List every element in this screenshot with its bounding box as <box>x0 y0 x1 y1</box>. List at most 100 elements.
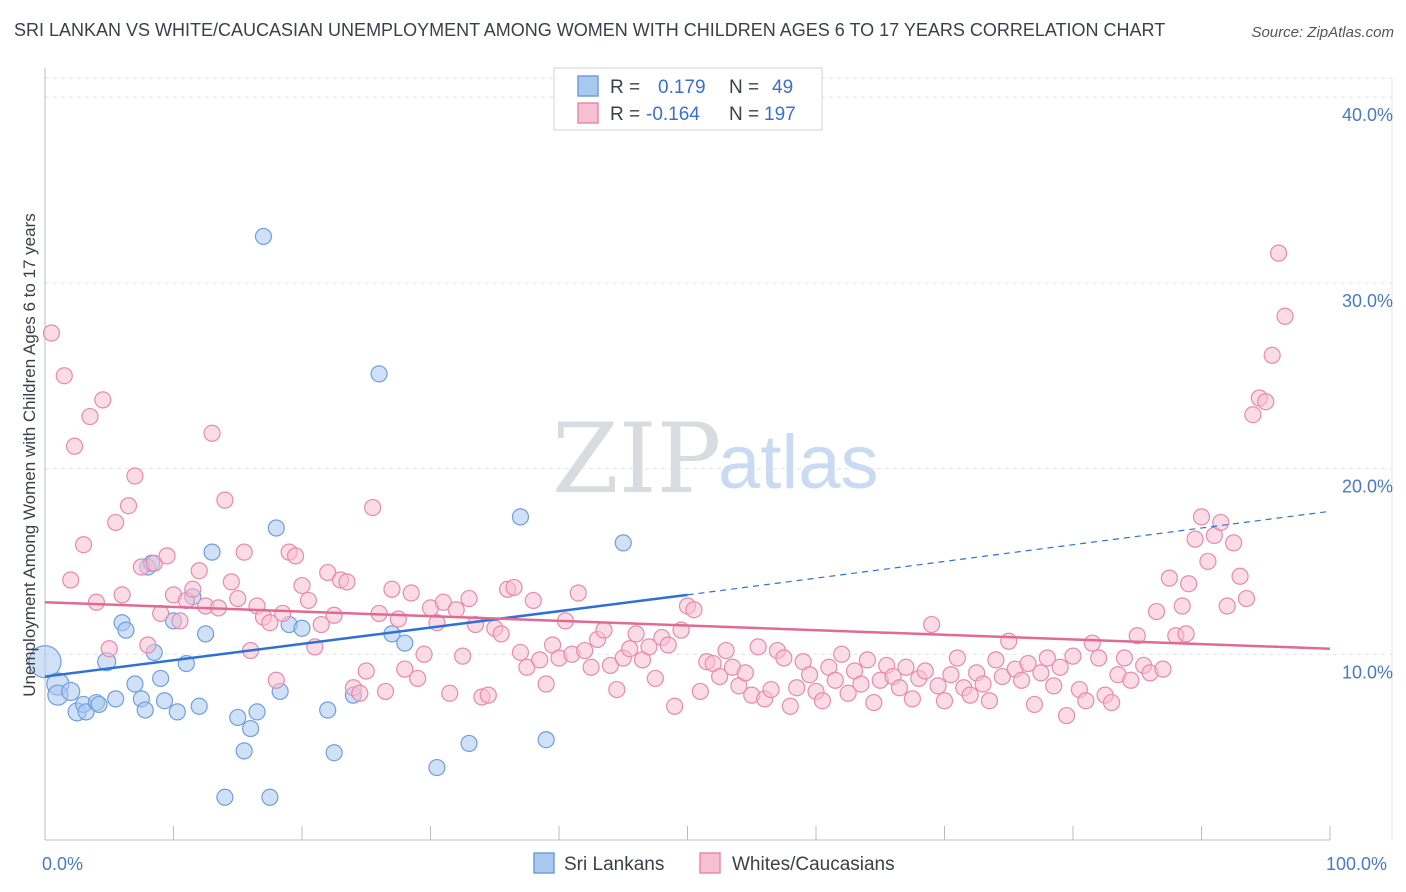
whites-point-191 <box>1276 307 1294 325</box>
whites-point-138 <box>935 692 954 710</box>
whites-point-86 <box>601 656 620 675</box>
whites-point-85 <box>595 621 613 639</box>
whites-point-147 <box>993 667 1011 686</box>
whites-point-3 <box>65 437 84 455</box>
whites-point-177 <box>1186 530 1204 548</box>
whites-point-96 <box>666 697 684 715</box>
whites-point-8 <box>100 640 118 658</box>
whites-point-151 <box>1019 654 1037 673</box>
whites-point-109 <box>749 638 767 656</box>
bottom-legend-swatch-whites <box>699 852 721 874</box>
bottom-legend-label-sri-lankans: Sri Lankans <box>564 854 664 875</box>
whites-point-42 <box>319 563 337 582</box>
whites-point-57 <box>415 645 433 663</box>
whites-point-122 <box>833 645 851 663</box>
sri-lankan-point-10 <box>107 690 125 708</box>
whites-point-1 <box>55 367 73 385</box>
sri-lankan-point-36 <box>254 227 273 246</box>
sri-lankan-point-15 <box>136 701 154 719</box>
whites-point-100 <box>691 682 709 701</box>
whites-point-125 <box>852 675 870 693</box>
whites-point-45 <box>338 573 356 591</box>
whites-point-41 <box>312 615 330 634</box>
sri-lankan-point-32 <box>248 703 266 721</box>
whites-point-158 <box>1064 647 1082 665</box>
whites-point-115 <box>788 679 806 697</box>
whites-point-35 <box>274 604 292 623</box>
whites-point-63 <box>454 647 472 665</box>
y-axis-label: Unemployment Among Women with Children A… <box>20 213 39 697</box>
whites-point-146 <box>987 651 1005 669</box>
whites-point-192 <box>1177 625 1195 643</box>
whites-point-144 <box>974 675 992 693</box>
whites-point-4 <box>74 536 93 554</box>
y-tick-label-20: 20.0% <box>1342 477 1393 497</box>
correlation-legend: R = 0.179 N = 49 R = -0.164 N = 197 <box>553 67 823 131</box>
sri-lankan-point-34 <box>267 519 285 537</box>
whites-point-72 <box>511 643 530 662</box>
whites-point-62 <box>447 601 465 619</box>
whites-point-56 <box>409 669 427 688</box>
whites-point-181 <box>1212 513 1230 532</box>
whites-point-55 <box>402 584 420 602</box>
whites-point-19 <box>171 612 189 630</box>
whites-point-145 <box>980 692 999 710</box>
whites-point-127 <box>865 693 883 712</box>
whites-point-54 <box>396 660 414 678</box>
whites-point-34 <box>267 671 285 689</box>
whites-point-155 <box>1045 677 1063 695</box>
bottom-legend-label-whites: Whites/Caucasians <box>732 854 895 875</box>
whites-point-161 <box>1083 634 1101 652</box>
sri-lankan-point-48 <box>537 731 555 749</box>
whites-point-176 <box>1180 575 1198 593</box>
whites-point-49 <box>364 498 382 517</box>
whites-point-0 <box>42 324 61 342</box>
whites-point-119 <box>813 692 832 710</box>
whites-point-47 <box>351 684 369 702</box>
whites-point-140 <box>948 649 966 667</box>
whites-point-64 <box>460 589 478 608</box>
whites-point-92 <box>640 638 658 656</box>
sri-lankan-point-38 <box>293 619 311 637</box>
sri-lankan-point-42 <box>370 365 388 383</box>
whites-point-171 <box>1147 602 1166 621</box>
sri-lankan-point-3 <box>61 681 81 702</box>
sri-lankan-point-13 <box>126 675 144 693</box>
whites-point-15 <box>145 554 163 572</box>
x-tick-label-min: 0.0% <box>42 854 83 874</box>
whites-point-185 <box>1237 589 1256 608</box>
sri-lankans-trend-line <box>44 593 688 678</box>
legend-r-label: R = <box>610 77 640 98</box>
sri-lankan-point-0 <box>28 645 62 679</box>
whites-point-175 <box>1173 597 1191 615</box>
legend-swatch-whites <box>577 102 599 124</box>
legend-swatch-sri-lankans <box>577 75 599 97</box>
sri-lankan-point-31 <box>242 719 260 738</box>
sri-lankan-point-30 <box>235 742 253 760</box>
whites-point-2 <box>62 571 80 589</box>
whites-point-61 <box>441 684 459 702</box>
series-legend: Sri Lankans Whites/Caucasians <box>533 852 895 875</box>
whites-point-73 <box>518 658 536 676</box>
whites-point-111 <box>762 680 780 699</box>
y-tick-label-10: 10.0% <box>1342 662 1393 682</box>
whites-point-51 <box>376 682 395 701</box>
whites-point-135 <box>916 662 934 680</box>
whites-point-69 <box>492 625 510 643</box>
whites-point-189 <box>1263 346 1281 364</box>
whites-point-17 <box>158 547 176 565</box>
whites-point-5 <box>81 407 99 426</box>
whites-point-178 <box>1192 508 1211 526</box>
whites-point-76 <box>537 675 555 693</box>
sri-lankan-point-8 <box>90 695 108 714</box>
sri-lankan-point-49 <box>614 534 632 552</box>
sri-lankan-point-45 <box>428 758 446 777</box>
whites-point-136 <box>923 615 941 634</box>
whites-point-139 <box>942 666 960 684</box>
legend-n-value-whites: 197 <box>764 104 796 125</box>
axes <box>44 68 1393 841</box>
whites-point-164 <box>1102 693 1121 712</box>
whites-point-93 <box>646 669 664 688</box>
whites-point-22 <box>190 562 208 580</box>
